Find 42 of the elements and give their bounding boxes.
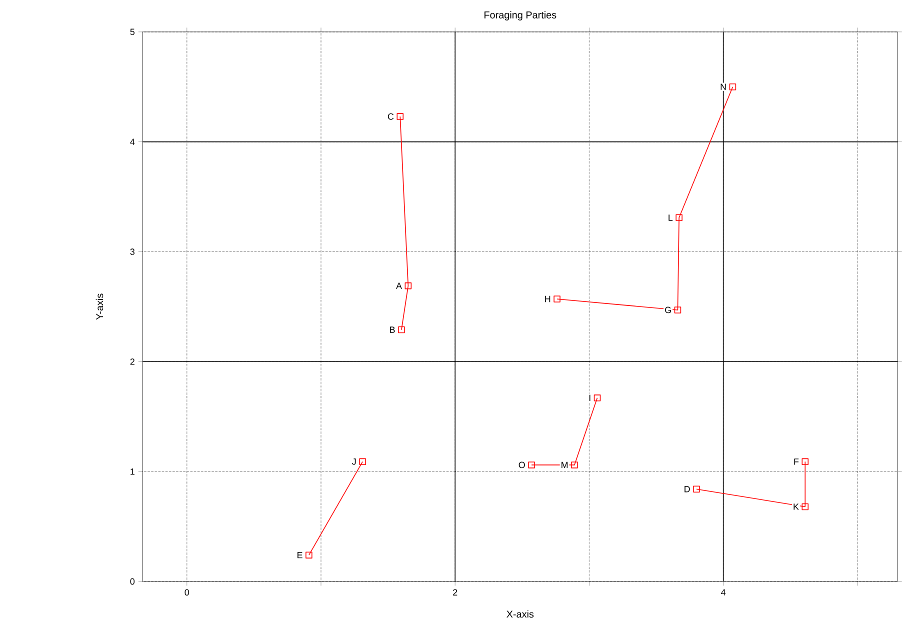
point [571,461,578,468]
point [802,503,809,510]
point [359,458,366,465]
point [693,486,700,492]
y-tick-label: 3 [130,248,134,255]
chart-title: Foraging Parties [484,11,556,20]
annotation: M [562,462,568,468]
annotation: C [388,113,394,120]
y-tick-label: 1 [130,468,134,474]
point [404,282,412,290]
y-axis-title: Y-axis [96,294,104,320]
annotation: N [720,84,726,90]
annotation: D [684,486,690,492]
annotation: B [390,326,395,333]
annotation: G [665,306,671,314]
y-tick-label: 0 [130,578,135,584]
x-tick-label: 0 [184,589,190,596]
point [594,394,601,402]
annotation: J [352,458,356,465]
point [802,458,809,465]
point [674,306,682,314]
y-tick-label: 4 [130,138,135,145]
x-tick-label: 2 [453,589,458,596]
point [396,113,404,120]
annotation: E [298,552,302,558]
y-tick-label: 5 [130,28,135,35]
annotation: I [589,394,590,401]
point [528,461,535,468]
annotation: H [545,296,550,302]
annotation: F [794,458,799,465]
annotation: K [794,504,799,510]
annotation: A [396,282,402,289]
point [729,83,736,90]
point [398,326,405,334]
point [306,552,312,558]
x-axis-title: X-axis [506,610,534,618]
x-tick-label: 4 [721,589,726,596]
point [676,214,682,221]
y-tick-label: 2 [130,358,134,365]
annotation: O [518,462,525,468]
annotation: L [668,214,673,221]
point [554,295,560,302]
